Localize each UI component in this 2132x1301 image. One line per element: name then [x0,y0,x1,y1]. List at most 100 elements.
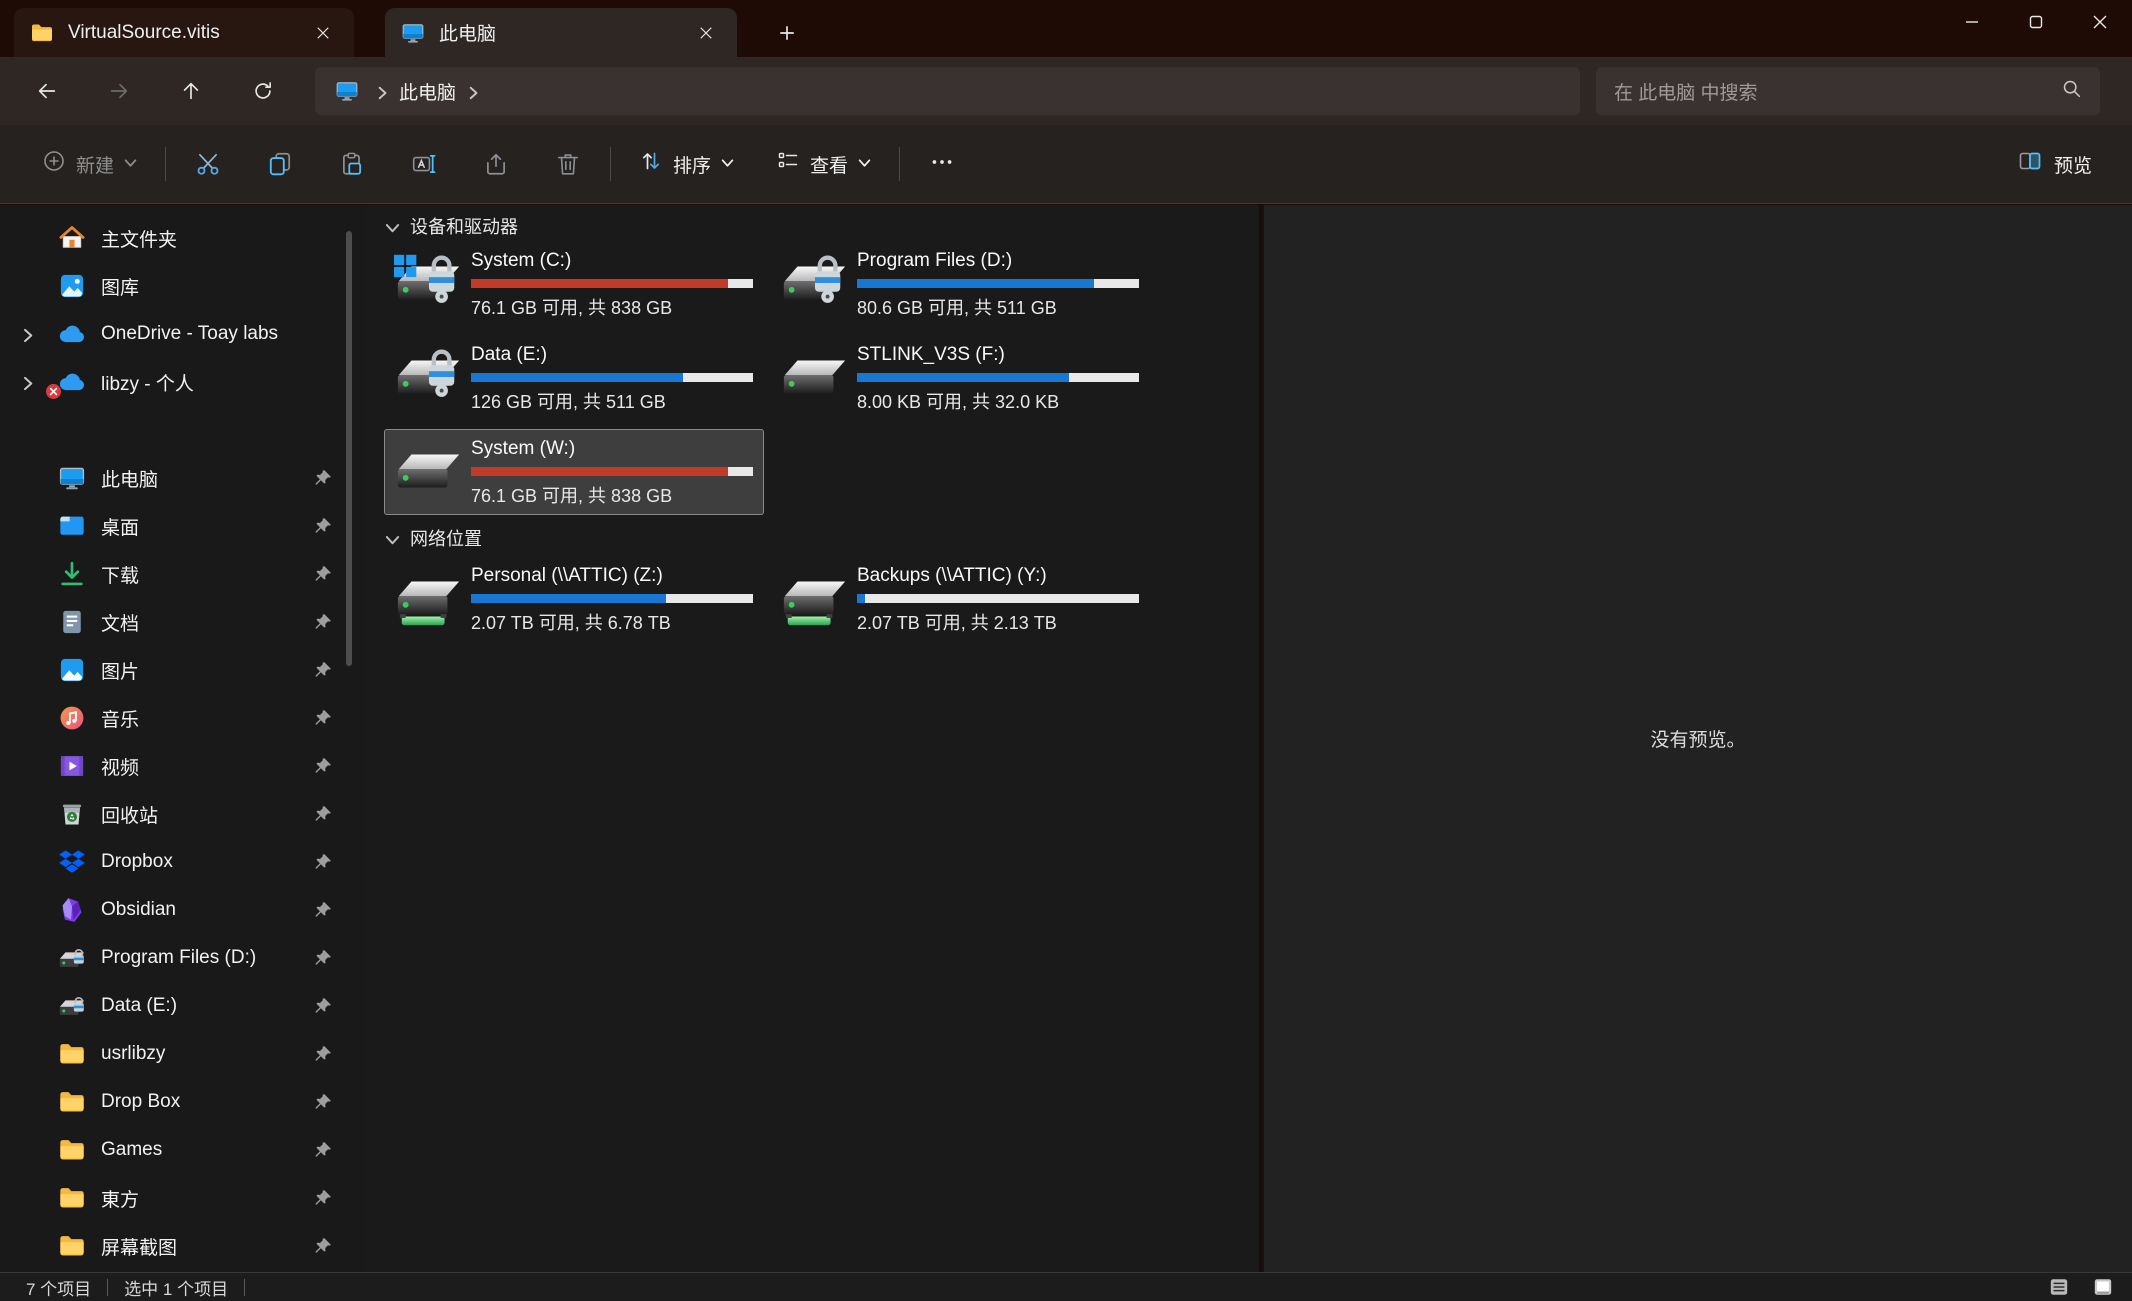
usage-bar-fill [857,594,866,603]
drive-capacity: 80.6 GB 可用, 共 511 GB [857,298,1057,318]
details-view-button[interactable] [2046,1276,2072,1298]
search-input[interactable]: 在 此电脑 中搜索 [1596,67,2100,115]
view-button[interactable]: 查看 [762,138,885,190]
preview-button-label: 预览 [2053,155,2092,177]
rename-button[interactable] [396,138,452,190]
section-header[interactable]: 设备和驱动器 [385,213,518,239]
sidebar-item-屏幕截图[interactable]: 屏幕截图 [6,1222,359,1270]
more-options-button[interactable] [914,138,970,190]
chevron-right-icon[interactable] [20,375,35,390]
preview-toggle-button[interactable]: 预览 [2004,138,2106,190]
sidebar-item-label: 東方 [101,1189,140,1211]
folder-icon [58,1232,86,1260]
sidebar-item-onedrive-toay-labs[interactable]: OneDrive - Toay labs [6,310,359,358]
drive-item-stlink_v3s-f[interactable]: STLINK_V3S (F:) 8.00 KB 可用, 共 32.0 KB [771,336,1149,420]
drive-item-data-e[interactable]: Data (E:) 126 GB 可用, 共 511 GB [385,336,763,420]
music-icon [58,704,86,732]
chevron-right-icon[interactable] [20,327,35,342]
sort-button[interactable]: 排序 [625,138,748,190]
sidebar-item-label: Drop Box [101,1091,181,1112]
forward-button[interactable] [94,69,144,113]
section-header[interactable]: 网络位置 [385,525,482,551]
chevron-down-icon [124,153,137,175]
copy-button[interactable] [252,138,308,190]
folder-icon [58,1184,86,1212]
tab-close-icon[interactable] [308,18,338,48]
sidebar-item-usrlibzy[interactable]: usrlibzy [6,1030,359,1078]
sidebar-item-label: Dropbox [101,851,173,872]
sidebar-item-label: 视频 [101,757,140,779]
drive-icon [779,346,849,408]
sidebar-item-dropbox[interactable]: Dropbox [6,838,359,886]
sidebar-item-主文件夹[interactable]: 主文件夹 [6,214,359,262]
sidebar-item-图库[interactable]: 图库 [6,262,359,310]
drive-windows-lock-icon [393,252,463,314]
downloads-icon [58,560,86,588]
status-bar: 7 个项目 选中 1 个项目 [0,1272,2132,1301]
minimize-button[interactable] [1940,0,2004,44]
error-badge-icon [45,383,62,400]
sidebar-item-视频[interactable]: 视频 [6,742,359,790]
drive-name: Program Files (D:) [857,250,1013,271]
tab-close-icon[interactable] [691,18,721,48]
sidebar-item-图片[interactable]: 图片 [6,646,359,694]
sidebar-item-label: 图片 [101,661,140,683]
back-button[interactable] [22,69,72,113]
sidebar-item-data-e-[interactable]: Data (E:) [6,982,359,1030]
sidebar-item-libzy-个人[interactable]: libzy - 个人 [6,358,359,406]
sidebar-scrollbar[interactable] [346,231,352,666]
large-icons-view-button[interactable] [2090,1276,2116,1298]
sidebar-item-桌面[interactable]: 桌面 [6,502,359,550]
cut-button[interactable] [180,138,236,190]
sidebar-item-label: 屏幕截图 [101,1237,178,1259]
pin-icon [313,756,333,776]
drive-capacity: 8.00 KB 可用, 共 32.0 KB [857,392,1060,412]
drive-item-program-files-d[interactable]: Program Files (D:) 80.6 GB 可用, 共 511 GB [771,242,1149,326]
sidebar-item-label: usrlibzy [101,1043,166,1064]
sidebar-item-下载[interactable]: 下载 [6,550,359,598]
maximize-button[interactable] [2004,0,2068,44]
sidebar-item-drop-box[interactable]: Drop Box [6,1078,359,1126]
tab-title: 此电脑 [439,24,497,45]
paste-button[interactable] [324,138,380,190]
drive-item-system-w[interactable]: System (W:) 76.1 GB 可用, 共 838 GB [384,429,764,515]
new-button[interactable]: 新建 [28,138,151,190]
folder-icon [58,1040,86,1068]
sidebar-item-音乐[interactable]: 音乐 [6,694,359,742]
drive-item-backups-attic-y[interactable]: Backups (\\ATTIC) (Y:) 2.07 TB 可用, 共 2.13… [771,557,1149,641]
command-bar: 新建 排序 查看 预览 [0,125,2132,204]
drive-item-system-c[interactable]: System (C:) 76.1 GB 可用, 共 838 GB [385,242,763,326]
refresh-button[interactable] [238,69,288,113]
sidebar-item-回收站[interactable]: 回收站 [6,790,359,838]
share-button[interactable] [468,138,524,190]
desktop-icon [58,512,86,540]
sidebar-item-label: 回收站 [101,805,159,827]
monitor-icon [401,21,425,45]
status-divider [244,1278,246,1296]
sidebar-item-program-files-d-[interactable]: Program Files (D:) [6,934,359,982]
drive-name: Personal (\\ATTIC) (Z:) [471,565,663,586]
breadcrumb-this-pc[interactable]: 此电脑 [399,82,457,104]
sidebar-item-此电脑[interactable]: 此电脑 [6,454,359,502]
drive-item-personal-attic-z[interactable]: Personal (\\ATTIC) (Z:) 2.07 TB 可用, 共 6.7… [385,557,763,641]
close-button[interactable] [2068,0,2132,44]
usage-bar-fill [471,594,666,603]
up-button[interactable] [166,69,216,113]
sidebar-item-東方[interactable]: 東方 [6,1174,359,1222]
tab-this-pc[interactable]: 此电脑 [385,8,737,57]
sidebar-item-文档[interactable]: 文档 [6,598,359,646]
drive-name: System (W:) [471,438,576,459]
sidebar-item-obsidian[interactable]: Obsidian [6,886,359,934]
toolbar-separator [610,147,612,181]
breadcrumb[interactable]: 此电脑 [315,67,1580,115]
pin-icon [313,612,333,632]
tab-virtualsource[interactable]: VirtualSource.vitis [14,8,354,57]
plus-circle-icon [42,149,66,179]
new-tab-button[interactable] [767,14,807,52]
section-title: 设备和驱动器 [410,217,518,237]
sidebar-item-games[interactable]: Games [6,1126,359,1174]
delete-button[interactable] [540,138,596,190]
clipboard-buttons [180,138,596,190]
dropbox-icon [58,848,86,876]
